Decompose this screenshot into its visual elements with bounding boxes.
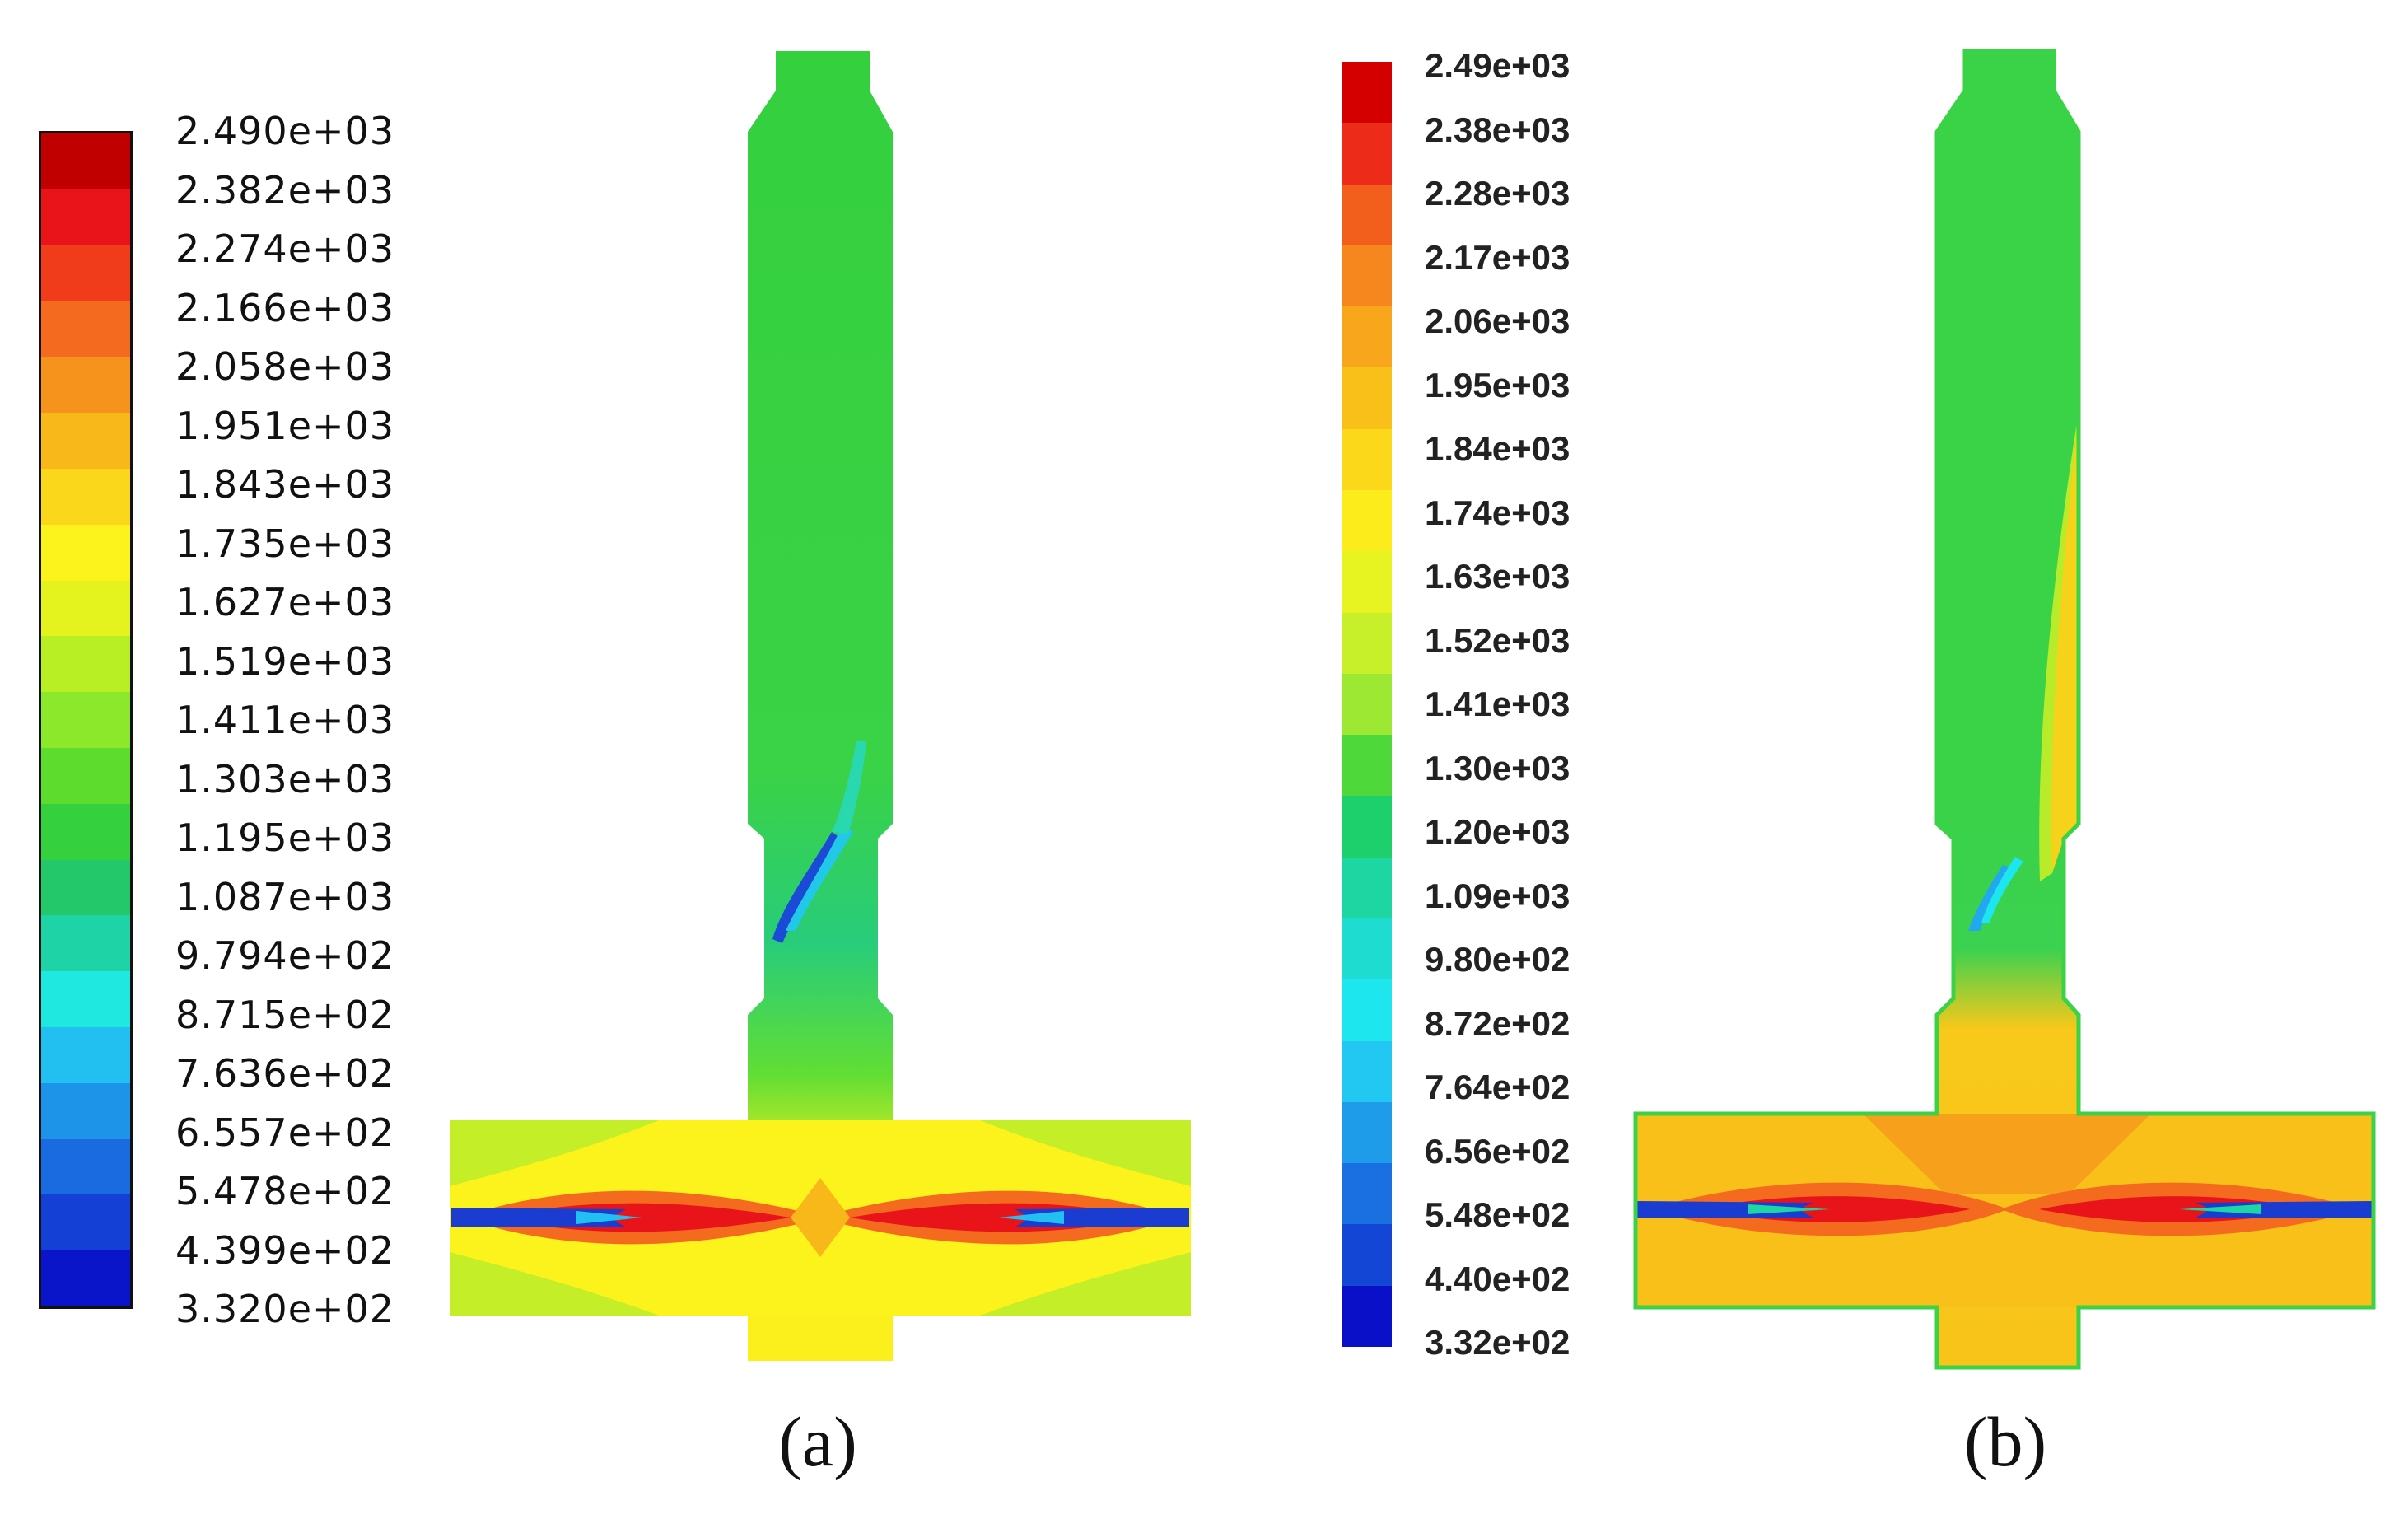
colorbar-tick-label: 1.63e+03 [1425,557,1570,596]
colorbar-a [39,131,133,1309]
colorbar-tick-label: 6.557e+02 [175,1110,395,1155]
colorbar-tick-label: 1.95e+03 [1425,365,1570,404]
colorbar-swatch [1342,245,1392,307]
colorbar-swatch [41,245,130,301]
colorbar-swatch [1342,306,1392,368]
colorbar-swatch [41,468,130,525]
colorbar-swatch [41,915,130,972]
colorbar-tick-label: 1.74e+03 [1425,493,1570,532]
colorbar-tick-label: 2.06e+03 [1425,301,1570,340]
colorbar-tick-label: 3.32e+02 [1425,1323,1570,1362]
contour-panel-a: 2.490e+03 2.382e+03 2.274e+03 2.166e+03 2.05… [39,0,1191,1519]
colorbar-tick-label: 2.28e+03 [1425,174,1570,213]
colorbar-tick-label: 2.274e+03 [175,227,395,271]
colorbar-swatch [1342,551,1392,613]
colorbar-swatch [1342,1285,1392,1347]
colorbar-tick-label: 9.80e+02 [1425,940,1570,979]
colorbar-swatch [41,859,130,916]
colorbar-swatch [1342,735,1392,797]
colorbar-tick-label: 2.382e+03 [175,167,395,213]
colorbar-tick-label: 4.399e+02 [175,1227,395,1273]
colorbar-swatch [1342,796,1392,858]
colorbar-swatch [41,524,130,581]
colorbar-tick-label: 8.72e+02 [1425,1003,1570,1043]
colorbar-tick-label: 4.40e+02 [1425,1259,1570,1298]
colorbar-tick-label: 5.478e+02 [175,1169,395,1213]
colorbar-b [1342,62,1392,1347]
colorbar-swatch [41,301,130,358]
colorbar-swatch [41,636,130,693]
colorbar-swatch [41,971,130,1027]
colorbar-tick-label: 1.195e+03 [175,816,395,860]
colorbar-swatch [1342,857,1392,918]
colorbar-tick-label: 9.794e+02 [175,933,395,978]
colorbar-tick-label: 1.735e+03 [175,521,395,566]
colorbar-swatch [41,747,130,804]
colorbar-swatch [1342,428,1392,490]
colorbar-swatch [1342,489,1392,552]
colorbar-tick-label: 1.09e+03 [1425,876,1570,915]
colorbar-tick-label: 1.951e+03 [175,403,395,448]
colorbar-ticks-b: 2.49e+03 2.38e+03 2.28e+03 2.17e+03 2.06e+03… [1425,0,1672,1519]
colorbar-tick-label: 5.48e+02 [1425,1195,1570,1234]
colorbar-tick-label: 7.636e+02 [175,1051,395,1096]
colorbar-swatch [41,189,130,245]
colorbar-tick-label: 6.56e+02 [1425,1131,1570,1171]
panel-caption-b: (b) [1963,1402,2047,1481]
colorbar-tick-label: 8.715e+02 [175,992,395,1037]
colorbar-tick-label: 1.411e+03 [175,698,395,742]
temperature-contour-b [1633,49,2376,1370]
colorbar-swatch [41,692,130,748]
colorbar-swatch [41,1194,130,1251]
colorbar-tick-label: 1.52e+03 [1425,620,1570,660]
colorbar-tick-label: 1.087e+03 [175,874,395,919]
colorbar-swatch [1342,673,1392,736]
colorbar-swatch [1342,367,1392,429]
colorbar-tick-label: 7.64e+02 [1425,1068,1570,1106]
colorbar-tick-label: 1.41e+03 [1425,685,1570,723]
colorbar-swatch [41,1027,130,1083]
colorbar-tick-label: 2.17e+03 [1425,237,1570,277]
colorbar-swatch [1342,979,1392,1041]
colorbar-swatch [1342,918,1392,980]
colorbar-swatch [41,803,130,860]
colorbar-swatch [41,357,130,414]
colorbar-tick-label: 1.627e+03 [175,580,395,624]
colorbar-swatch [1342,184,1392,245]
colorbar-swatch [41,1082,130,1139]
colorbar-swatch [1342,1224,1392,1286]
panel-caption-a: (a) [778,1402,857,1481]
colorbar-swatch [1342,1163,1392,1225]
colorbar-tick-label: 1.84e+03 [1425,429,1570,468]
colorbar-tick-label: 2.490e+03 [175,109,395,153]
colorbar-swatch [41,133,130,189]
colorbar-tick-label: 2.49e+03 [1425,46,1570,85]
colorbar-tick-label: 2.058e+03 [175,344,395,389]
colorbar-swatch [1342,62,1392,124]
colorbar-swatch [41,1138,130,1195]
colorbar-swatch [41,1250,130,1307]
temperature-contour-a [450,51,1191,1361]
colorbar-tick-label: 1.20e+03 [1425,812,1570,851]
colorbar-ticks-a: 2.490e+03 2.382e+03 2.274e+03 2.166e+03 2.05… [175,0,422,1519]
colorbar-tick-label: 1.303e+03 [175,756,395,802]
colorbar-swatch [1342,1101,1392,1164]
colorbar-tick-label: 1.519e+03 [175,638,395,684]
colorbar-tick-label: 1.843e+03 [175,462,395,507]
contour-panel-b: 2.49e+03 2.38e+03 2.28e+03 2.17e+03 2.06e+03… [1204,0,2408,1519]
colorbar-tick-label: 2.166e+03 [175,285,395,330]
colorbar-tick-label: 3.320e+02 [175,1287,395,1331]
colorbar-tick-label: 2.38e+03 [1425,110,1570,149]
colorbar-swatch [1342,123,1392,185]
colorbar-swatch [1342,612,1392,674]
colorbar-swatch [1342,1040,1392,1102]
colorbar-swatch [41,413,130,469]
colorbar-swatch [41,580,130,637]
colorbar-tick-label: 1.30e+03 [1425,748,1570,788]
